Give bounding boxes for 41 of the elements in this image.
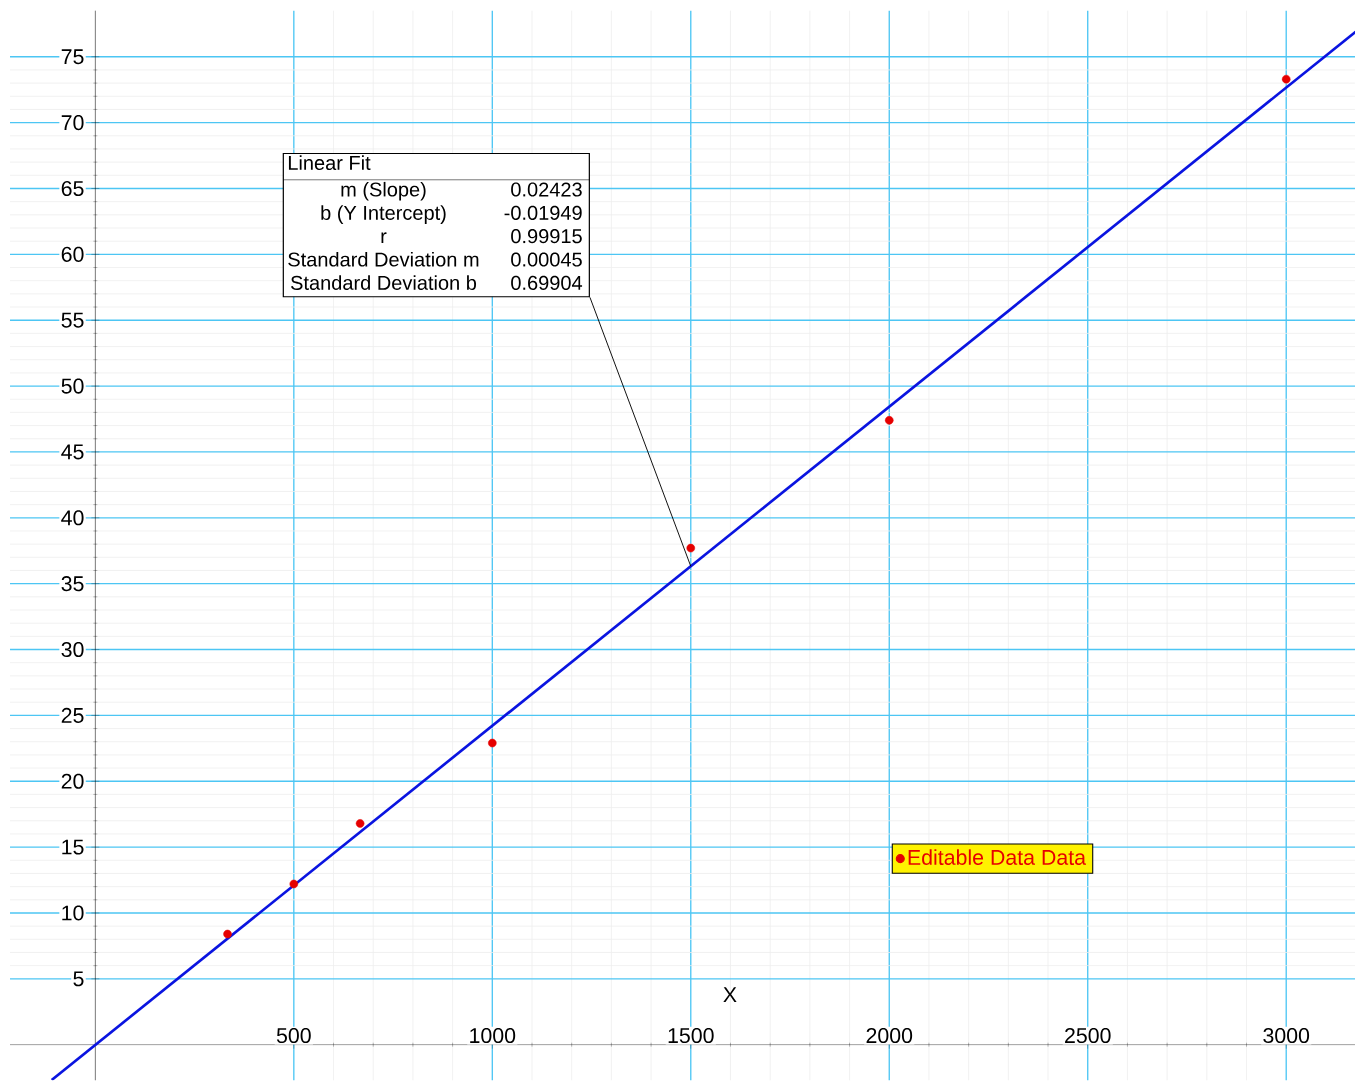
x-axis-title: X — [723, 987, 737, 1002]
x-tick-label: 500 — [276, 1027, 311, 1043]
y-tick-label: 25 — [61, 707, 84, 723]
x-tick-label: 2000 — [866, 1027, 913, 1043]
point — [1281, 74, 1291, 84]
y-tick-label: 15 — [62, 839, 84, 855]
y-tick-label: 5 — [73, 971, 84, 987]
annotation: b (Y Intercept) — [321, 205, 446, 224]
y-tick-label: 55 — [61, 312, 84, 328]
annotation: -0.01949 — [504, 205, 582, 220]
annotation: Linear Fit — [288, 155, 371, 170]
x-tick-label: 1500 — [668, 1027, 714, 1043]
annotation: Standard Deviation m — [288, 251, 479, 267]
annotation: 0.69904 — [511, 275, 583, 290]
point — [686, 543, 696, 553]
y-tick-label: 70 — [61, 114, 84, 131]
y-tick-label: 40 — [61, 510, 84, 526]
annotation: m (Slope) — [341, 181, 426, 201]
annotation: 0.99915 — [511, 228, 582, 244]
y-tick-label: 35 — [61, 575, 84, 592]
y-tick-label: 60 — [61, 246, 84, 262]
x-tick-label: 2500 — [1065, 1027, 1111, 1043]
y-tick-label: 65 — [61, 180, 84, 196]
point — [355, 819, 365, 828]
y-tick-label: 75 — [61, 49, 84, 65]
x-tick-label: 3000 — [1263, 1027, 1310, 1043]
y-tick-label: 45 — [61, 444, 84, 460]
y-tick-label: 50 — [61, 378, 84, 394]
annotation: 0.00045 — [511, 252, 582, 267]
y-tick-label: 10 — [62, 905, 84, 921]
y-tick-label: 30 — [61, 641, 84, 657]
legend-label: Editable Data Data — [908, 849, 1087, 865]
point — [289, 879, 299, 889]
annotation: r — [381, 232, 387, 243]
point — [223, 929, 232, 939]
y-tick-label: 20 — [61, 773, 84, 789]
point — [488, 738, 497, 748]
x-tick-label: 1000 — [470, 1027, 516, 1043]
annotation: Standard Deviation b — [290, 275, 477, 290]
point — [884, 415, 894, 425]
annotation: 0.02423 — [511, 182, 582, 197]
